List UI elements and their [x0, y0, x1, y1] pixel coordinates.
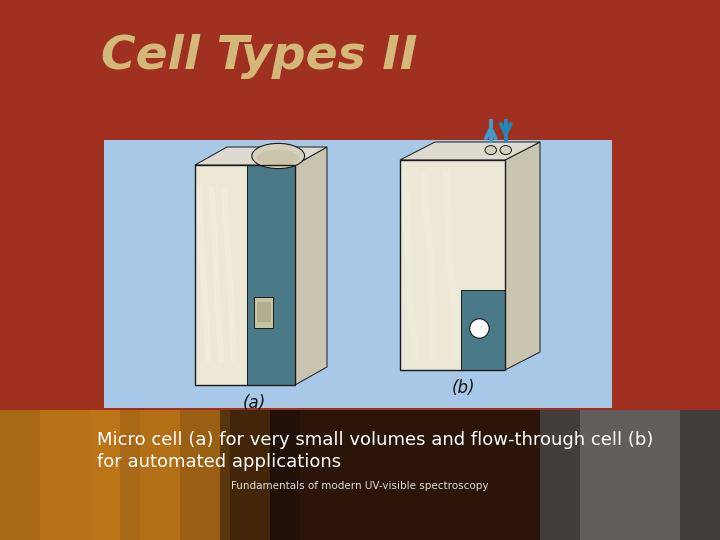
Polygon shape [0, 410, 720, 540]
Polygon shape [461, 290, 505, 370]
Text: Cell Types II: Cell Types II [101, 34, 418, 79]
Polygon shape [0, 410, 120, 540]
Polygon shape [222, 187, 238, 363]
Polygon shape [220, 410, 300, 540]
Ellipse shape [252, 144, 305, 168]
Text: Micro cell (a) for very small volumes and flow-through cell (b): Micro cell (a) for very small volumes an… [97, 431, 654, 449]
Text: Fundamentals of modern UV-visible spectroscopy: Fundamentals of modern UV-visible spectr… [231, 481, 489, 491]
Circle shape [469, 319, 489, 338]
Ellipse shape [257, 150, 300, 166]
Polygon shape [540, 410, 720, 540]
Polygon shape [442, 171, 460, 360]
Polygon shape [140, 410, 270, 540]
Polygon shape [90, 410, 230, 540]
Polygon shape [400, 160, 505, 370]
Polygon shape [195, 165, 247, 385]
Ellipse shape [485, 146, 497, 154]
Polygon shape [247, 165, 295, 385]
Text: (a): (a) [243, 394, 266, 412]
Text: (b): (b) [451, 379, 474, 397]
Bar [257, 302, 271, 322]
Polygon shape [580, 410, 680, 540]
Polygon shape [400, 171, 418, 360]
Bar [254, 297, 274, 328]
Polygon shape [208, 187, 225, 363]
Polygon shape [40, 410, 180, 540]
Polygon shape [0, 0, 720, 410]
Polygon shape [505, 142, 540, 370]
Bar [104, 140, 612, 408]
Text: for automated applications: for automated applications [97, 453, 341, 471]
Polygon shape [295, 147, 327, 385]
Ellipse shape [500, 146, 511, 154]
Polygon shape [421, 171, 439, 360]
Polygon shape [195, 147, 327, 165]
Polygon shape [400, 142, 540, 160]
Polygon shape [195, 187, 212, 363]
